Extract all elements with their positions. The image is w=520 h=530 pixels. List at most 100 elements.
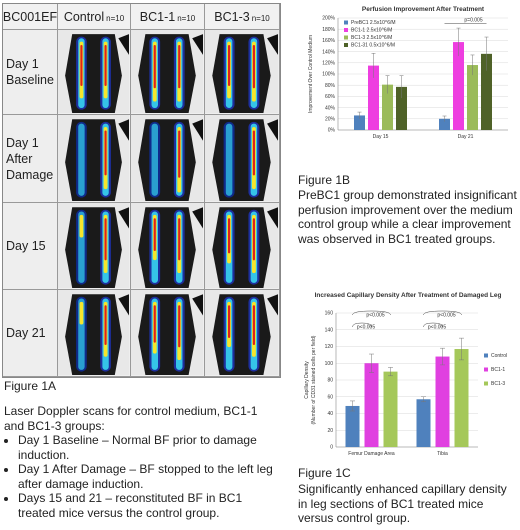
legend-label: BC1-31 0.5x10^6/M (351, 43, 395, 49)
perfusion-chart: Perfusion Improvement After Treatment 0% 2… (298, 2, 518, 165)
scan-drawing (205, 30, 278, 113)
bar (453, 42, 464, 130)
scan-body-silhouette (138, 294, 196, 375)
left-leg-flow (223, 36, 235, 110)
x-tick-label: Day 15 (373, 134, 389, 140)
y-tick-label: 0 (330, 445, 333, 451)
y-tick-label: 100 (325, 361, 334, 367)
column-header-control: Control n=10 (58, 4, 131, 30)
left-leg-flow (76, 296, 87, 372)
bullet-item: Days 15 and 21 – reconstituted BF in BC1… (18, 491, 274, 520)
doppler-scan-image (131, 290, 205, 377)
scan-edge-shape (118, 207, 129, 229)
row-line1: Day 1 (6, 135, 39, 150)
scan-edge-shape (118, 34, 129, 55)
scan-body-silhouette (65, 119, 122, 201)
column-n: n=10 (106, 13, 125, 23)
right-leg-flow (248, 121, 260, 198)
bar (368, 65, 379, 130)
leg-red (80, 44, 83, 87)
figure-1a-intro: Laser Doppler scans for control medium, … (4, 404, 258, 433)
y-tick-label: 160 (325, 311, 334, 317)
bar (345, 405, 360, 447)
leg-red (104, 305, 107, 346)
column-header-bc1-3: BC1-3 n=10 (205, 4, 280, 30)
doppler-scan-image (131, 30, 205, 115)
left-leg-flow (76, 36, 87, 110)
doppler-scan-image (205, 203, 280, 290)
scan-drawing (131, 203, 203, 288)
doppler-scan-image (131, 203, 205, 290)
row-line1: Day 15 (6, 239, 46, 253)
legend-label: BC1-3 2.5x10^6/M (351, 35, 392, 41)
scan-body-silhouette (212, 119, 271, 201)
left-leg-flow (223, 209, 235, 285)
left-leg-flow (149, 36, 161, 110)
legend-label: Control (491, 353, 507, 359)
bar (383, 371, 398, 447)
p-value-label: p<0.005 (366, 313, 384, 319)
y-axis-label: Capillary Density (304, 361, 310, 399)
row-label-day1-after-damage: Day 1 After Damage (3, 115, 58, 203)
right-leg-flow (100, 121, 111, 198)
leg-cyan (225, 123, 233, 196)
leg-red (227, 305, 231, 339)
row-line1: Day 21 (6, 326, 46, 340)
x-tick-label: Day 21 (458, 134, 474, 140)
row-label-day1-baseline: Day 1 Baseline (3, 30, 58, 115)
scan-body-silhouette (212, 294, 271, 375)
scan-body-silhouette (65, 207, 122, 288)
leg-red (178, 218, 181, 261)
y-tick-label: 40 (327, 411, 333, 417)
column-header-bc1-1: BC1-1 n=10 (131, 4, 205, 30)
scan-body-silhouette (65, 294, 122, 375)
figure-1a-caption: Laser Doppler scans for control medium, … (4, 404, 274, 520)
row-line1: Day 1 (6, 57, 39, 71)
doppler-scan-image (58, 203, 131, 290)
significance-brace (423, 310, 462, 316)
leg-red (252, 130, 256, 176)
leg-red (153, 218, 156, 252)
leg-red (104, 218, 107, 261)
y-tick-label: 60% (325, 94, 336, 100)
row-label-day21: Day 21 (3, 290, 58, 377)
y-tick-label: 80% (325, 83, 336, 89)
right-leg-flow (100, 296, 111, 372)
doppler-scan-image (131, 115, 205, 203)
right-leg-flow (100, 36, 111, 110)
leg-red (227, 44, 231, 87)
y-tick-label: 120% (322, 61, 335, 67)
significance-brace (352, 310, 391, 316)
chart-title: Perfusion Improvement After Treatment (362, 6, 485, 13)
left-leg-flow (149, 121, 161, 198)
leg-yellow (79, 214, 84, 238)
scan-edge-shape (192, 34, 203, 55)
y-tick-label: 80 (327, 378, 333, 384)
legend-label: BC1-1 2.5x10^6/M (351, 28, 392, 34)
right-leg-flow (100, 209, 111, 285)
legend-swatch (484, 381, 488, 386)
y-tick-label: 0% (328, 128, 336, 134)
p-value-label: p<0.005 (437, 313, 455, 319)
doppler-scan-image (58, 30, 131, 115)
right-leg-flow (173, 121, 185, 198)
scan-body-silhouette (65, 34, 122, 113)
scan-edge-shape (267, 119, 278, 141)
leg-red (104, 130, 107, 176)
scan-edge-shape (267, 207, 278, 229)
y-tick-label: 40% (325, 105, 336, 111)
leg-red (252, 44, 256, 89)
scan-body-silhouette (138, 34, 196, 113)
scan-body-silhouette (138, 207, 196, 288)
scan-body-silhouette (138, 119, 196, 201)
row-label-day15: Day 15 (3, 203, 58, 290)
scan-body-silhouette (212, 34, 271, 113)
legend-label: PreBC1 2.5x10^6/M (351, 20, 396, 26)
figure-1a-bullets: Day 1 Baseline – Normal BF prior to dama… (4, 433, 274, 520)
y-tick-label: 180% (322, 27, 335, 33)
legend-swatch (344, 20, 348, 25)
leg-red (153, 305, 156, 343)
bar (396, 86, 407, 130)
scan-edge-shape (192, 119, 203, 141)
leg-cyan (151, 123, 158, 196)
